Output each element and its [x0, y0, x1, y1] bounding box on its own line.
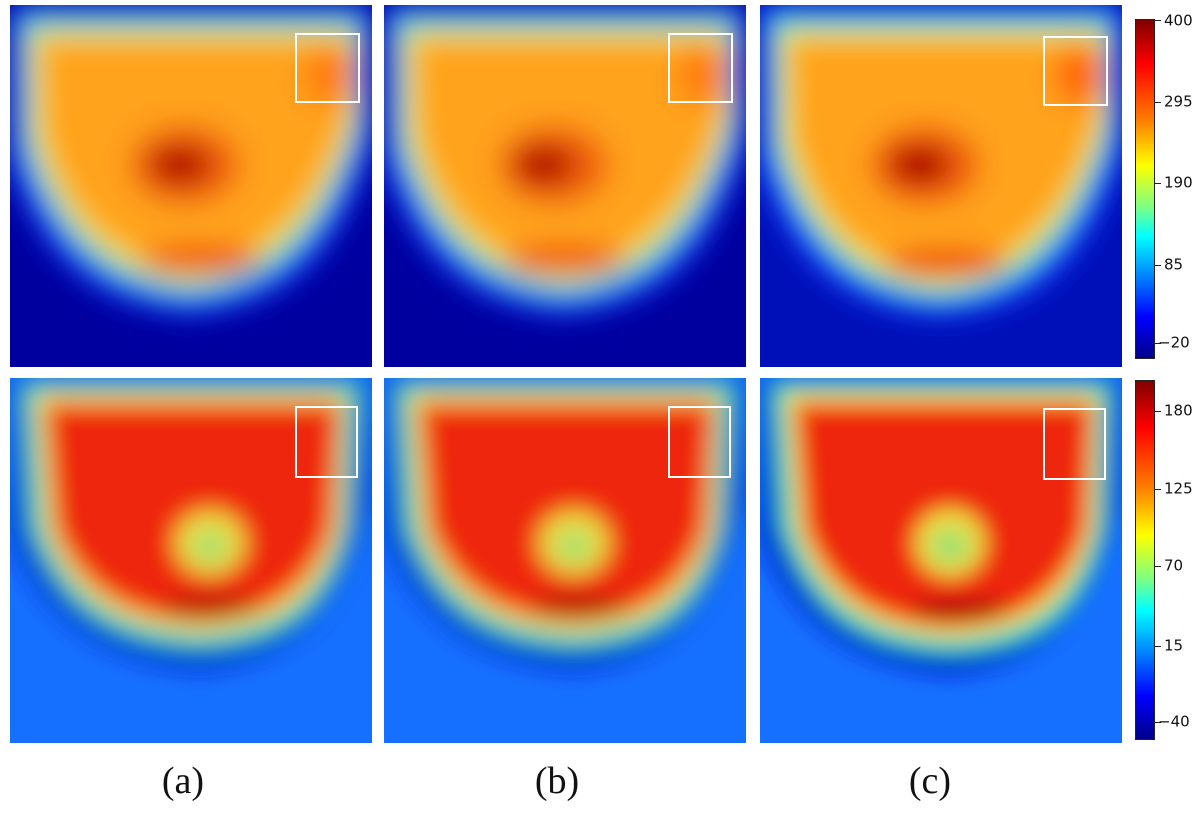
heatmap-bottom-a [10, 378, 372, 743]
colorbar-bottom-tick [1155, 566, 1161, 567]
colorbar-top-tick [1155, 183, 1161, 184]
colorbar-bottom-tick [1155, 411, 1161, 412]
highlight-box-top-c [1043, 36, 1108, 106]
colorbar-top-label: 190 [1164, 173, 1193, 192]
colorbar-bottom-label: 15 [1164, 636, 1184, 655]
heatmap-bottom-c [760, 378, 1122, 743]
highlight-box-bottom-a [295, 406, 358, 478]
heatmap-top-c [760, 5, 1122, 367]
colorbar-bottom-tick [1155, 646, 1161, 647]
heatmap-top-b [384, 5, 746, 367]
highlight-box-bottom-c [1043, 408, 1106, 480]
caption-a: (a) [161, 760, 205, 802]
colorbar-top-tick [1155, 343, 1161, 344]
colorbar-top-tick [1155, 265, 1161, 266]
colorbar-bottom [1135, 380, 1155, 740]
colorbar-bottom-label: −40 [1158, 712, 1190, 731]
colorbar-top-tick [1155, 102, 1161, 103]
colorbar-bottom-label: 70 [1164, 556, 1184, 575]
heatmap-top-a [10, 5, 372, 367]
colorbar-bottom-tick [1155, 722, 1161, 723]
colorbar-top [1135, 19, 1155, 359]
heatmap-bottom-b [384, 378, 746, 743]
colorbar-bottom-label: 125 [1164, 479, 1193, 498]
colorbar-top-label: −20 [1158, 333, 1190, 352]
caption-b: (b) [534, 760, 580, 802]
colorbar-bottom-tick [1155, 489, 1161, 490]
colorbar-top-label: 295 [1164, 92, 1193, 111]
caption-c: (c) [908, 760, 952, 802]
colorbar-top-label: 400 [1164, 11, 1193, 30]
highlight-box-bottom-b [668, 406, 731, 478]
colorbar-top-label: 85 [1164, 255, 1184, 274]
colorbar-top-tick [1155, 20, 1161, 21]
highlight-box-top-b [668, 33, 733, 103]
highlight-box-top-a [295, 33, 360, 103]
colorbar-bottom-label: 180 [1164, 401, 1193, 420]
